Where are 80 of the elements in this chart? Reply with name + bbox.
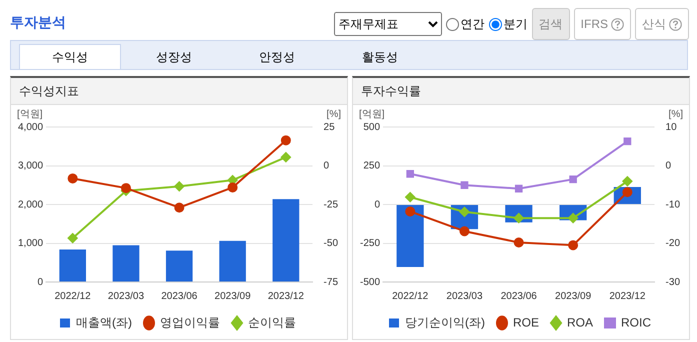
y2-tick-label: -10 (666, 199, 680, 210)
y2-tick-label: -75 (324, 276, 338, 288)
legend-label: ROIC (621, 315, 652, 330)
point (624, 138, 632, 146)
text: 분기 (502, 16, 528, 32)
text: 성장성 (155, 49, 193, 66)
x-tick-label: 2023/12 (268, 290, 304, 302)
point (406, 170, 414, 178)
text: 활동성 (361, 49, 399, 66)
y-tick-label: 2,000 (18, 199, 44, 210)
y2-tick-label: 0 (324, 160, 330, 172)
x-tick-label: 2023/09 (214, 290, 252, 302)
y-tick-label: -250 (360, 238, 380, 249)
y-tick-label: 0 (374, 199, 380, 210)
bar (59, 249, 86, 282)
y2-tick-label: -20 (666, 238, 680, 249)
y2-tick-label: -30 (666, 276, 680, 288)
legend-label: 순이익률 (248, 315, 296, 330)
y-tick-label: 3,000 (18, 160, 44, 172)
point (622, 176, 632, 186)
point (405, 206, 416, 216)
point (568, 213, 578, 224)
point (569, 175, 577, 184)
point (280, 152, 291, 162)
bar (112, 245, 140, 282)
legend-label: 매출액(좌) (76, 315, 132, 330)
y2-tick-label: -25 (324, 199, 338, 210)
point (174, 181, 184, 192)
text: IFRS (574, 8, 631, 40)
y2-tick-label: -50 (324, 238, 338, 249)
point (405, 192, 416, 202)
text: 수익성 (19, 44, 121, 69)
legend-label: ROA (566, 315, 594, 330)
point (280, 135, 291, 146)
y2-tick-label: 10 (666, 122, 678, 133)
point (514, 184, 523, 192)
point (514, 237, 524, 248)
point (459, 206, 470, 217)
chart-title: 수익성지표 (11, 78, 347, 105)
text: 주재무제표 (334, 12, 442, 36)
text: 안정성 (258, 49, 296, 66)
legend-label: 당기순이익(좌) (405, 315, 485, 330)
point (120, 183, 131, 194)
bar (219, 240, 246, 282)
point (568, 240, 578, 250)
text: 산식 (635, 8, 689, 40)
chart-title: 투자수익률 (353, 78, 689, 105)
point (174, 202, 184, 213)
bar (166, 250, 193, 282)
text: 연간 (460, 16, 485, 32)
y2-tick-label: 0 (666, 160, 672, 172)
x-tick-label: 2023/06 (161, 290, 198, 302)
y-tick-label: 1,000 (18, 238, 44, 249)
x-tick-label: 2023/03 (108, 290, 144, 302)
x-tick-label: 2023/09 (555, 290, 592, 302)
x-tick-label: 2022/12 (54, 290, 92, 302)
y-tick-label: 0 (37, 276, 44, 288)
x-tick-label: 2023/06 (500, 290, 538, 302)
y-axis-title: [억원] (17, 108, 43, 120)
text: 검색 (532, 8, 570, 40)
y2-tick-label: 25 (324, 122, 336, 133)
x-tick-label: 2023/03 (446, 290, 483, 302)
text: 투자분석 (10, 14, 66, 32)
legend-label: ROE (512, 315, 540, 330)
point (228, 182, 238, 192)
y2-axis-title: [%] (668, 108, 684, 120)
x-tick-label: 2023/12 (609, 290, 646, 302)
y2-axis-title: [%] (326, 108, 342, 120)
y-tick-label: 4,000 (18, 122, 44, 133)
y-tick-label: 250 (363, 160, 380, 172)
y-axis-title: [억원] (359, 108, 385, 120)
y-tick-label: -500 (360, 276, 380, 288)
bar (272, 199, 300, 282)
x-tick-label: 2022/12 (392, 290, 429, 302)
point (459, 226, 470, 236)
point (460, 181, 468, 189)
y-tick-label: 500 (363, 122, 380, 133)
point (68, 173, 78, 184)
legend-label: 영업이익률 (160, 315, 220, 330)
point (68, 233, 78, 244)
